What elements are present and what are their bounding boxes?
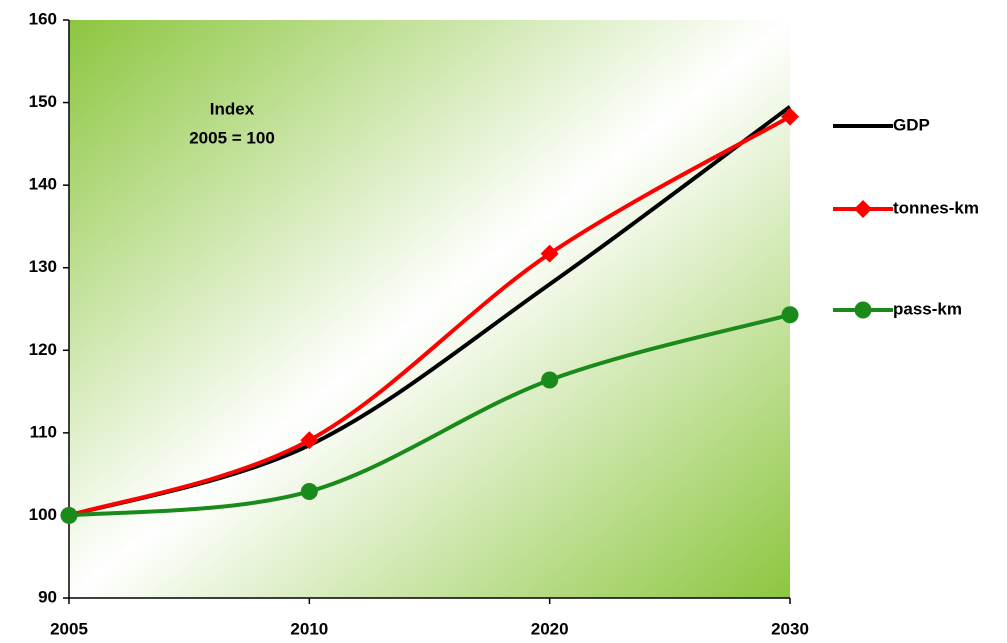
legend-label: tonnes-km bbox=[893, 198, 979, 217]
legend-marker bbox=[854, 301, 872, 319]
x-tick-label: 2030 bbox=[771, 619, 809, 638]
plot-background bbox=[69, 20, 790, 598]
y-tick-label: 130 bbox=[29, 257, 57, 276]
x-tick-label: 2020 bbox=[531, 619, 569, 638]
y-tick-label: 90 bbox=[38, 587, 57, 606]
marker bbox=[300, 431, 319, 450]
annotation: 2005 = 100 bbox=[189, 128, 275, 147]
y-tick-label: 160 bbox=[29, 9, 57, 28]
marker bbox=[781, 107, 799, 126]
legend-label: GDP bbox=[893, 115, 930, 134]
y-tick-label: 100 bbox=[29, 505, 57, 524]
y-tick-label: 120 bbox=[29, 340, 57, 359]
y-tick-label: 110 bbox=[30, 422, 57, 441]
marker bbox=[60, 506, 78, 524]
legend-label: pass-km bbox=[893, 299, 962, 318]
x-tick-label: 2010 bbox=[290, 619, 328, 638]
marker bbox=[300, 482, 318, 500]
y-tick-label: 150 bbox=[29, 92, 57, 111]
x-tick-label: 2005 bbox=[50, 619, 88, 638]
series-line bbox=[68, 114, 791, 518]
series-line bbox=[68, 312, 791, 518]
annotation: Index bbox=[210, 99, 255, 118]
marker bbox=[540, 244, 559, 263]
marker bbox=[541, 371, 559, 389]
y-tick-label: 140 bbox=[29, 175, 57, 194]
marker bbox=[781, 306, 799, 324]
legend-marker bbox=[854, 200, 872, 218]
